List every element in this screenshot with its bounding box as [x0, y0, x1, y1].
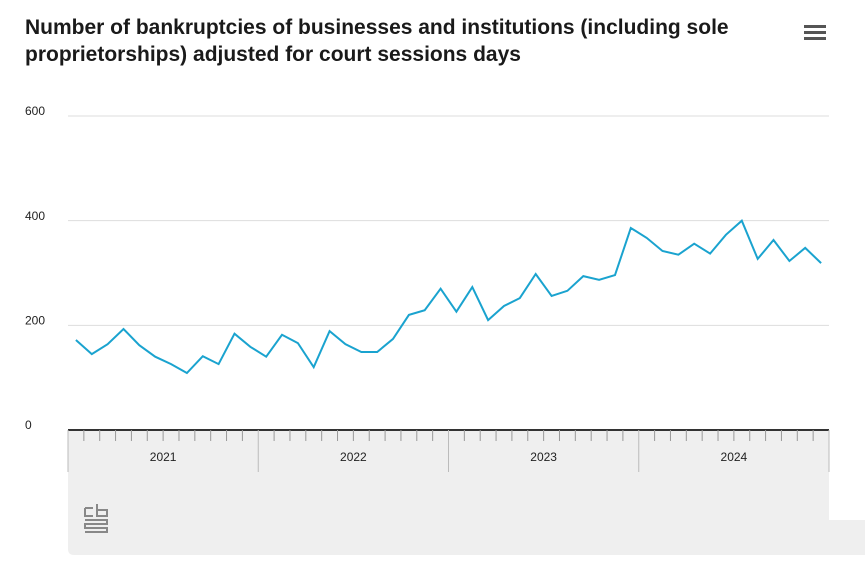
menu-icon[interactable]	[804, 25, 826, 40]
x-group-label: 2021	[150, 450, 177, 464]
x-group-label: 2023	[530, 450, 557, 464]
y-tick-label: 200	[25, 314, 45, 328]
x-group-label: 2022	[340, 450, 367, 464]
footer	[68, 472, 865, 555]
y-tick-label: 0	[25, 418, 32, 432]
x-group-label: 2024	[721, 450, 748, 464]
chart-title: Number of bankruptcies of businesses and…	[25, 16, 729, 66]
data-line	[75, 219, 822, 375]
cbs-logo	[84, 504, 108, 533]
y-tick-label: 400	[25, 209, 45, 223]
y-tick-label: 600	[25, 104, 45, 118]
